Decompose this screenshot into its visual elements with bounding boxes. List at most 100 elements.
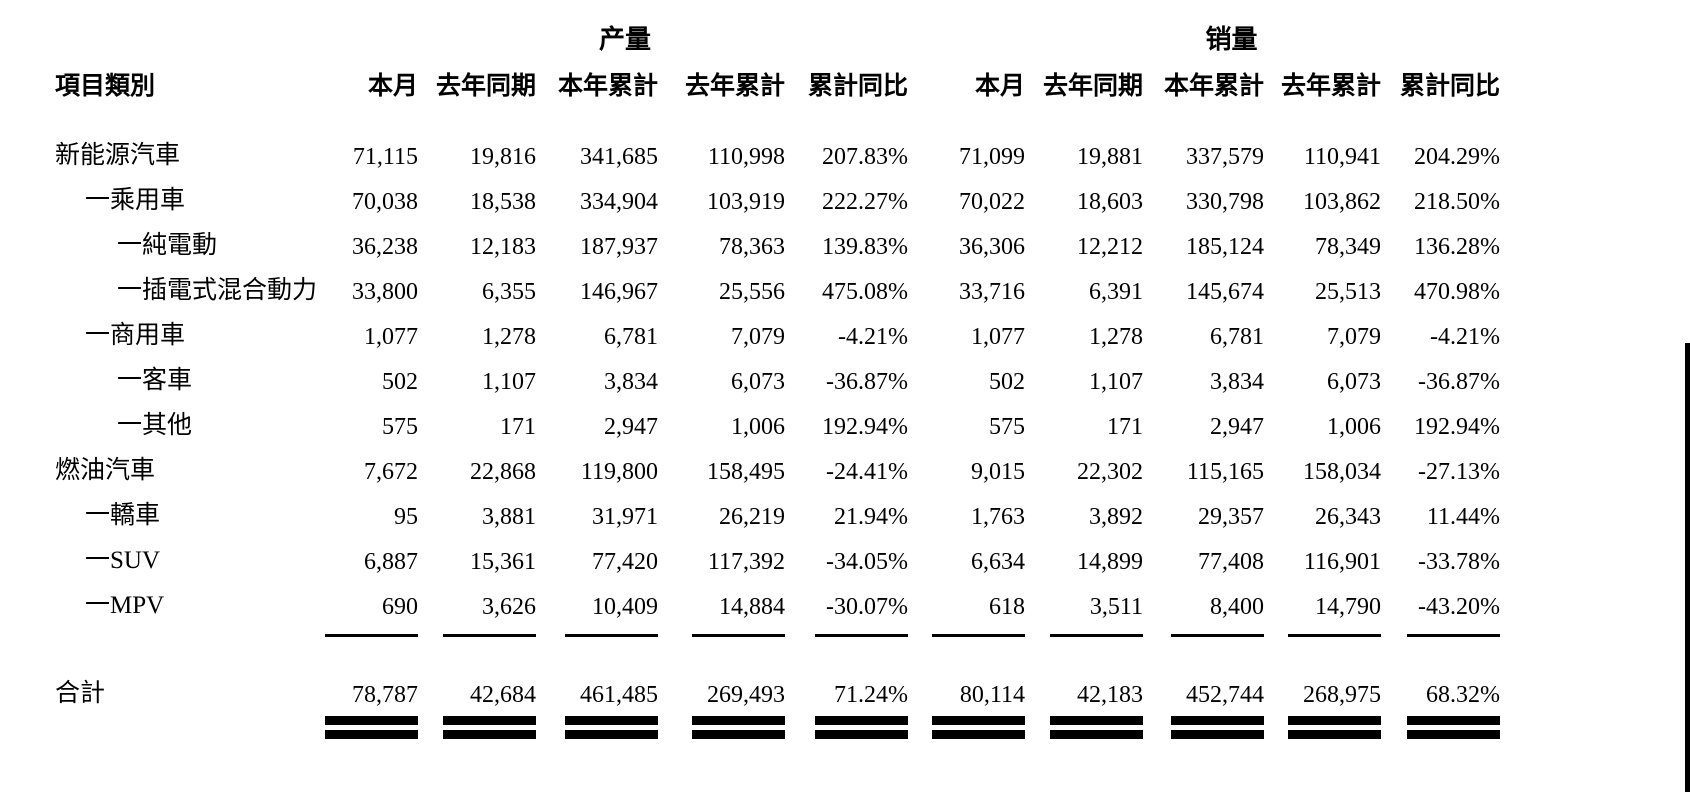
column-header-prod-month: 本月 xyxy=(367,73,418,100)
table-cell: 461,485 xyxy=(580,682,658,708)
table-cell: 2,947 xyxy=(1210,414,1264,440)
table-cell: 192.94% xyxy=(1414,414,1500,440)
table-cell: 6,355 xyxy=(482,279,536,305)
table-row: 一商用車 1,077 1,278 6,781 7,079 -4.21% 1,07… xyxy=(55,306,1500,351)
single-rule-row xyxy=(55,621,1500,637)
table-cell: 8,400 xyxy=(1210,594,1264,620)
group-header-spacer xyxy=(908,12,1025,56)
table-cell: 158,034 xyxy=(1303,459,1381,485)
total-row: 合計 78,787 42,684 461,485 269,493 71.24% … xyxy=(55,663,1500,709)
table-row: 燃油汽車 7,672 22,868 119,800 158,495 -24.41… xyxy=(55,441,1500,486)
table-cell: 690 xyxy=(382,594,418,620)
table-cell: 77,408 xyxy=(1198,549,1264,575)
table-cell: 502 xyxy=(382,369,418,395)
table-cell: 19,816 xyxy=(470,144,536,170)
table-cell: 26,343 xyxy=(1315,504,1381,530)
header-spacer-row xyxy=(55,102,1500,126)
table-cell: 31,971 xyxy=(592,504,658,530)
group-header-spacer xyxy=(418,12,536,56)
single-rule-cell xyxy=(908,621,1025,637)
row-label: 一轎車 xyxy=(85,502,161,529)
table-cell: 192.94% xyxy=(822,414,908,440)
table-cell: 103,919 xyxy=(707,189,785,215)
table-cell: 3,892 xyxy=(1089,504,1143,530)
table-cell: 42,183 xyxy=(1077,682,1143,708)
row-label: 一MPV xyxy=(85,592,165,619)
table-cell: 18,603 xyxy=(1077,189,1143,215)
row-label: 合計 xyxy=(55,680,106,707)
row-label: 一純電動 xyxy=(117,232,218,259)
group-header-spacer xyxy=(785,12,908,56)
table-cell: 71.24% xyxy=(834,682,908,708)
table-cell: 7,672 xyxy=(364,459,418,485)
group-header-spacer xyxy=(658,12,785,56)
table-cell: 18,538 xyxy=(470,189,536,215)
double-rule-cell xyxy=(536,709,658,739)
table-cell: 475.08% xyxy=(822,279,908,305)
row-label: 一商用車 xyxy=(85,322,186,349)
row-label: 一乘用車 xyxy=(85,187,186,214)
table-cell: 21.94% xyxy=(834,504,908,530)
double-rule-cell xyxy=(1143,709,1264,739)
column-header-category: 項目類別 xyxy=(55,73,156,100)
row-label: 燃油汽車 xyxy=(55,457,156,484)
table-cell: 136.28% xyxy=(1414,234,1500,260)
table-cell: 33,716 xyxy=(959,279,1025,305)
group-header-spacer xyxy=(1264,12,1381,56)
row-label: 一SUV xyxy=(85,547,161,574)
table-cell: 110,941 xyxy=(1303,144,1381,170)
double-rule-cell xyxy=(418,709,536,739)
double-rule-row xyxy=(55,709,1500,739)
table-cell: 268,975 xyxy=(1303,682,1381,708)
right-edge-bar xyxy=(1685,343,1690,792)
double-rule-cell xyxy=(325,709,418,739)
group-header-spacer xyxy=(1025,12,1143,56)
table-cell: -36.87% xyxy=(826,369,908,395)
table-cell: 1,278 xyxy=(482,324,536,350)
table-cell: -34.05% xyxy=(826,549,908,575)
table-cell: 95 xyxy=(394,504,418,530)
double-rule-cell xyxy=(1381,709,1500,739)
table-cell: -30.07% xyxy=(826,594,908,620)
table-cell: 330,798 xyxy=(1186,189,1264,215)
table-cell: 171 xyxy=(1107,414,1143,440)
table-cell: 78,363 xyxy=(719,234,785,260)
table-cell: 470.98% xyxy=(1414,279,1500,305)
table-cell: 222.27% xyxy=(822,189,908,215)
table-cell: 26,219 xyxy=(719,504,785,530)
group-header-row: 产量 销量 xyxy=(55,12,1500,56)
table-cell: 204.29% xyxy=(1414,144,1500,170)
column-header-sales-ytd: 本年累計 xyxy=(1163,73,1264,100)
double-rule-cell xyxy=(785,709,908,739)
table-cell: 11.44% xyxy=(1426,504,1500,530)
table-cell: 158,495 xyxy=(707,459,785,485)
table-cell: 36,238 xyxy=(352,234,418,260)
double-rule-cell xyxy=(1025,709,1143,739)
row-label: 新能源汽車 xyxy=(55,142,181,169)
double-rule-cell xyxy=(908,709,1025,739)
row-label: 一客車 xyxy=(117,367,193,394)
table-cell: 6,073 xyxy=(1327,369,1381,395)
production-sales-table: 产量 销量 項目類別 本月 去年同期 本年累計 去年累計 累計同比 本月 去年同… xyxy=(55,12,1500,739)
single-rule-cell xyxy=(418,621,536,637)
table-cell: 7,079 xyxy=(731,324,785,350)
single-rule-cell xyxy=(1143,621,1264,637)
column-header-row: 項目類別 本月 去年同期 本年累計 去年累計 累計同比 本月 去年同期 本年累計… xyxy=(55,56,1500,102)
table-cell: 452,744 xyxy=(1186,682,1264,708)
table-row: 一插電式混合動力 33,800 6,355 146,967 25,556 475… xyxy=(55,261,1500,306)
table-cell: 6,781 xyxy=(604,324,658,350)
table-cell: 71,099 xyxy=(959,144,1025,170)
table-cell: 14,899 xyxy=(1077,549,1143,575)
table-cell: 337,579 xyxy=(1186,144,1264,170)
double-rule-cell xyxy=(1264,709,1381,739)
table-cell: 1,006 xyxy=(1327,414,1381,440)
column-header-prod-ytd: 本年累計 xyxy=(557,73,658,100)
table-cell: 115,165 xyxy=(1186,459,1264,485)
column-header-sales-last-ytd: 去年累計 xyxy=(1280,73,1381,100)
table-cell: -4.21% xyxy=(1430,324,1500,350)
rule-spacer xyxy=(55,621,325,637)
table-cell: 146,967 xyxy=(580,279,658,305)
table-cell: 7,079 xyxy=(1327,324,1381,350)
column-header-sales-last-year-period: 去年同期 xyxy=(1042,73,1143,100)
table-cell: 68.32% xyxy=(1426,682,1500,708)
